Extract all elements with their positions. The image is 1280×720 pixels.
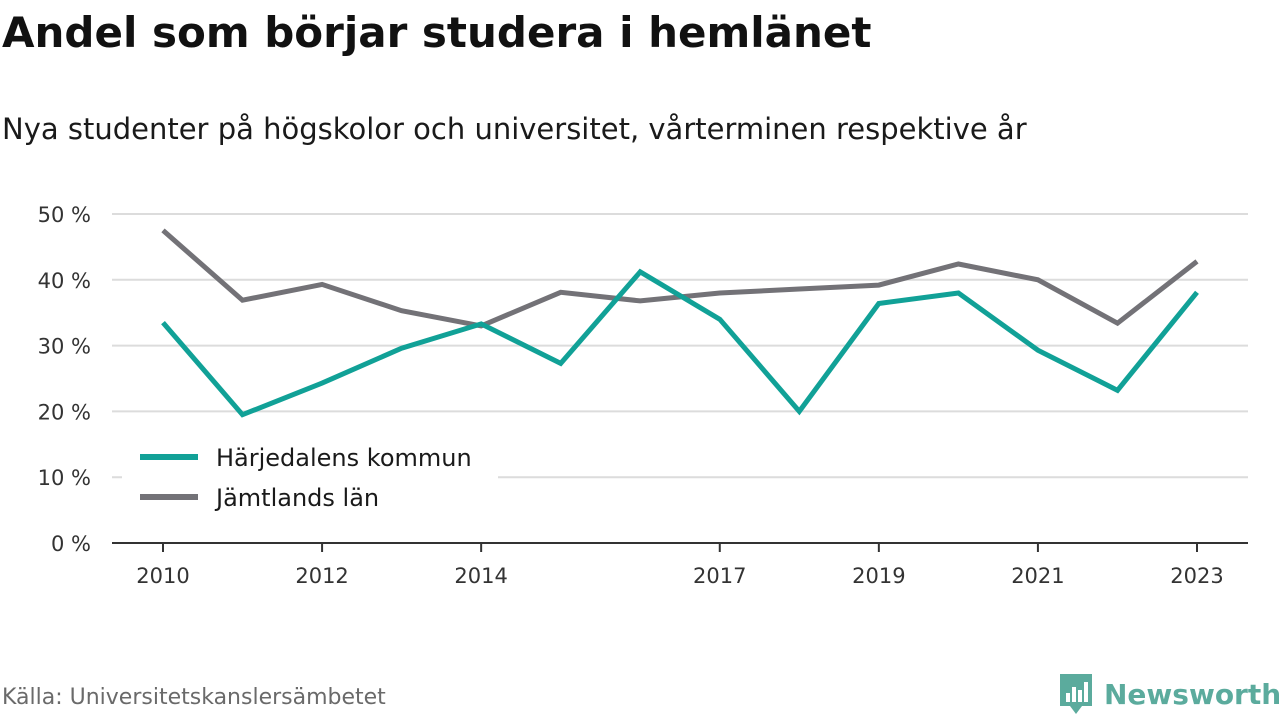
bar-chart-speech-bubble-icon (1060, 674, 1092, 714)
brand-name: Newsworthy (1104, 677, 1280, 711)
y-tick-label: 10 % (38, 466, 91, 490)
y-tick-label: 0 % (51, 532, 91, 556)
x-tick-label: 2019 (852, 564, 905, 588)
x-axis: 2010 2012 2014 2017 2019 2021 2023 (112, 542, 1248, 588)
legend-label: Härjedalens kommun (216, 444, 472, 472)
y-tick-label: 20 % (38, 400, 91, 424)
series-line (161, 228, 1199, 329)
legend-label: Jämtlands län (214, 484, 379, 512)
y-tick-label: 50 % (38, 203, 91, 227)
x-tick-label: 2012 (295, 564, 348, 588)
chart-title: Andel som börjar studera i hemlänet (2, 8, 872, 57)
y-tick-label: 40 % (38, 269, 91, 293)
x-tick-label: 2014 (454, 564, 507, 588)
legend: Härjedalens kommun Jämtlands län (122, 436, 498, 520)
x-tick-label: 2021 (1011, 564, 1064, 588)
brand-logo: Newsworthy (1058, 671, 1280, 717)
source-note: Källa: Universitetskanslersämbetet (2, 685, 386, 710)
x-tick-label: 2017 (693, 564, 746, 588)
chart-subtitle: Nya studenter på högskolor och universit… (2, 112, 1027, 146)
legend-background (122, 436, 498, 520)
x-tick-label: 2010 (136, 564, 189, 588)
series-lines (161, 228, 1199, 418)
y-axis-ticks: 0 % 10 % 20 % 30 % 40 % 50 % (38, 203, 91, 556)
series-line (161, 268, 1199, 418)
y-tick-label: 30 % (38, 335, 91, 359)
x-tick-label: 2023 (1170, 564, 1223, 588)
